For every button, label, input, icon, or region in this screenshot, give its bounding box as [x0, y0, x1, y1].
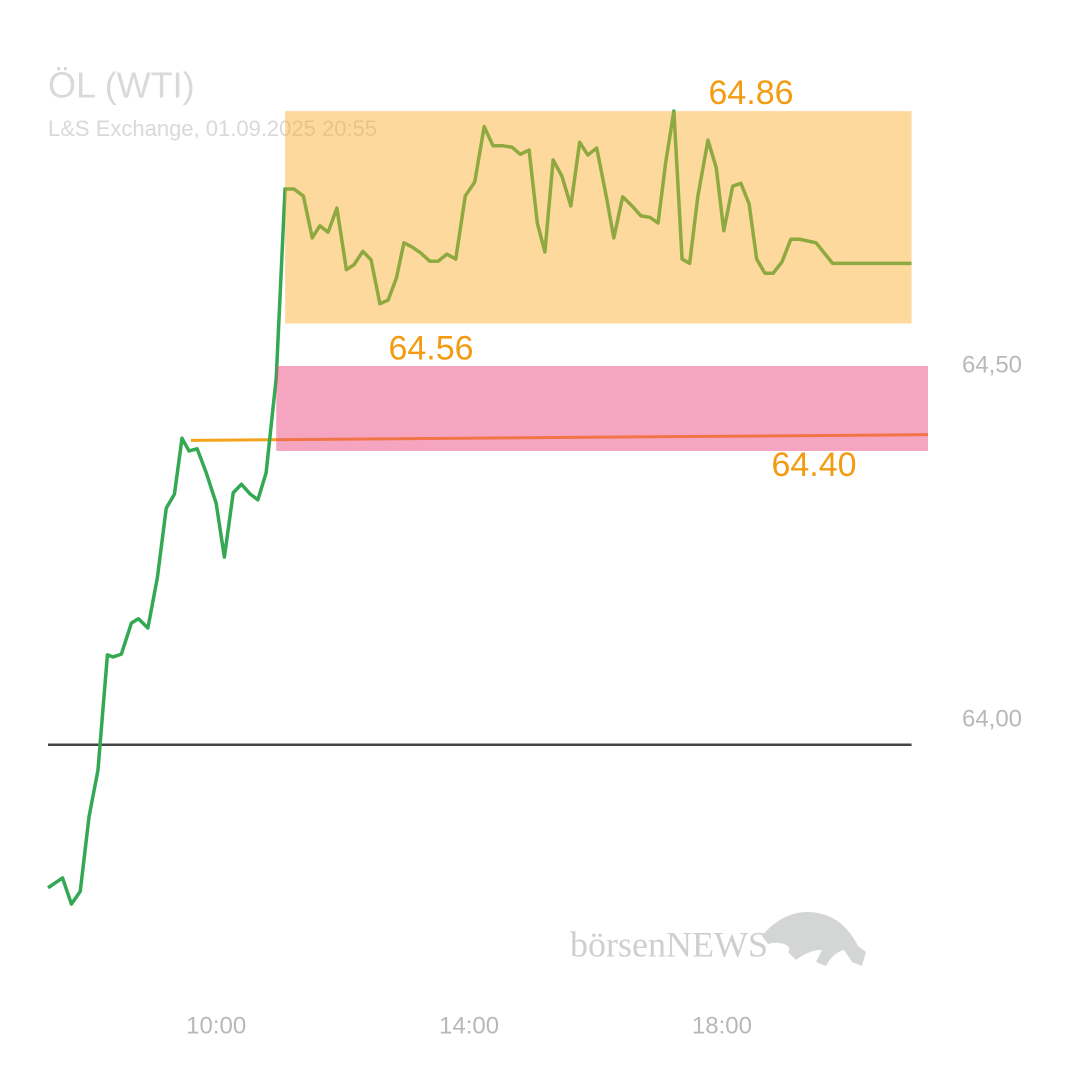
- low-label: 64.56: [388, 330, 473, 368]
- logo-text: börsenNEWS: [570, 924, 768, 964]
- y-tick-label: 64,50: [962, 351, 1022, 378]
- price-line: [47, 109, 912, 906]
- chart-subtitle: L&S Exchange, 01.09.2025 20:55: [48, 116, 377, 141]
- x-tick-label: 10:00: [186, 1012, 246, 1039]
- trend-line: [190, 433, 929, 442]
- logo: börsenNEWS: [570, 912, 866, 966]
- chart-title: ÖL (WTI): [48, 65, 195, 106]
- logo-bull: [762, 912, 866, 966]
- high-label: 64.86: [708, 74, 793, 112]
- x-tick-label: 14:00: [439, 1012, 499, 1039]
- range-box: [285, 111, 912, 324]
- support-label: 64.40: [771, 446, 856, 484]
- support-zone: [276, 366, 928, 451]
- x-tick-label: 18:00: [692, 1012, 752, 1039]
- y-tick-label: 64,00: [962, 705, 1022, 732]
